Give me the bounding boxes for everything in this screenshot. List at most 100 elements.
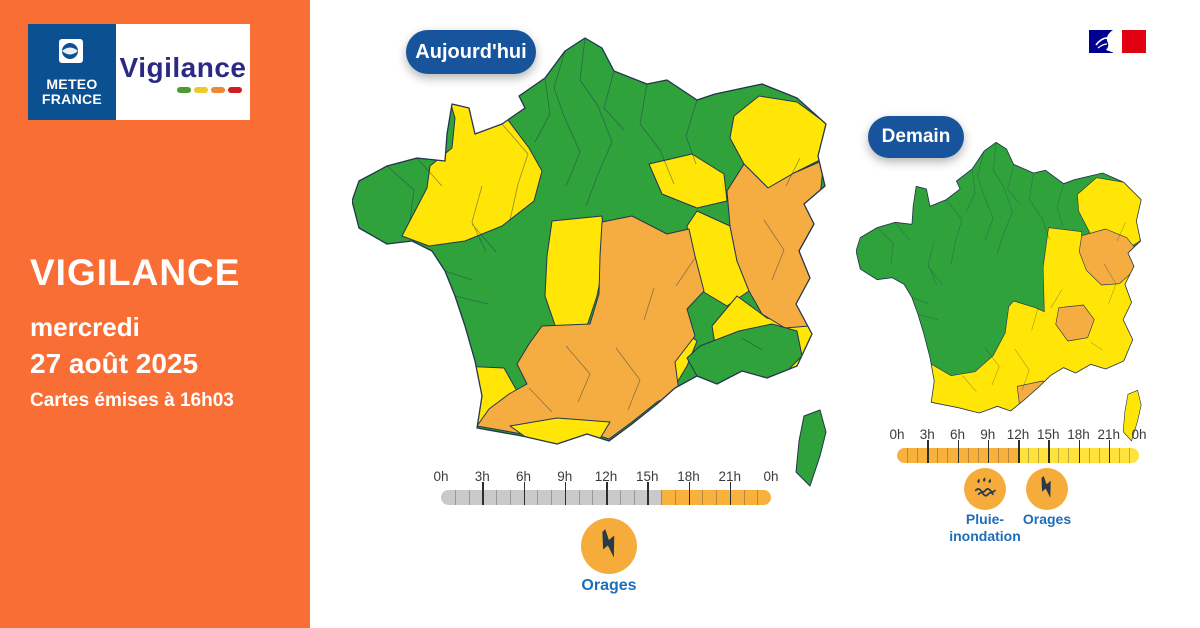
meteo-france-vigilance-logo: METEO FRANCE Vigilance (28, 24, 250, 120)
tomorrow-timeline: 0h 3h 6h 9h 12h 15h 18h 21h 0h (889, 427, 1147, 463)
phenomenon-label: Orages (581, 577, 637, 594)
timeline-tick-label: 15h (635, 469, 659, 484)
timeline-tick-label: 3h (919, 427, 935, 442)
timeline-minor-tick (1028, 448, 1030, 463)
timeline-tick-label: 9h (980, 427, 996, 442)
weekday-label: mercredi (30, 312, 140, 342)
corsica-today (795, 409, 827, 487)
timeline-tick-label: 12h (1006, 427, 1030, 442)
timeline-minor-tick (619, 490, 621, 505)
timeline-major-tick (482, 482, 484, 505)
timeline-minor-tick (1068, 448, 1070, 463)
timeline-minor-tick (633, 490, 635, 505)
vigilance-level-dash (227, 86, 242, 93)
timeline-tick-label: 18h (1067, 427, 1090, 442)
corsica-tomorrow (1122, 390, 1142, 442)
tomorrow-badge[interactable]: Demain (868, 116, 964, 158)
timeline-minor-tick (1058, 448, 1060, 463)
meteo-france-icon (57, 37, 87, 74)
timeline-minor-tick (592, 490, 594, 505)
timeline-tick-label: 12h (594, 469, 618, 484)
timeline-major-tick (647, 482, 649, 505)
timeline-tick-label: 3h (474, 469, 490, 484)
issued-time-label: Cartes émises à 16h03 (30, 390, 234, 411)
timeline-minor-tick (757, 490, 759, 505)
today-badge[interactable]: Aujourd'hui (406, 30, 536, 74)
timeline-minor-tick (947, 448, 949, 463)
date-label: 27 août 2025 (30, 348, 199, 379)
timeline-tick-labels: 0h 3h 6h 9h 12h 15h 18h 21h 0h (889, 427, 1146, 445)
thunder-icon (1035, 475, 1059, 504)
timeline-major-tick (688, 482, 690, 505)
timeline-minor-tick (1088, 448, 1090, 463)
timeline-minor-tick (1038, 448, 1040, 463)
timeline-major-tick (927, 440, 929, 463)
timeline-minor-tick (454, 490, 456, 505)
timeline-minor-tick (674, 490, 676, 505)
timeline-major-tick (1078, 440, 1080, 463)
timeline-tick-label: 0h (763, 469, 779, 484)
timeline-tick-label: 6h (949, 427, 966, 442)
timeline-major-tick (564, 482, 567, 505)
vigilance-wordmark: Vigilance (119, 51, 247, 83)
vigilance-level-dash (210, 86, 225, 93)
thunder-badge[interactable] (1026, 468, 1068, 510)
timeline-tick-label: 9h (557, 469, 573, 484)
france-map-today (352, 37, 827, 487)
meteo-france-logo-block: METEO FRANCE (28, 24, 116, 120)
vigilance-level-dash (193, 86, 208, 93)
timeline-minor-tick (496, 490, 497, 505)
sidebar: METEO FRANCE Vigilance VIGILANCE mercred… (0, 0, 310, 628)
timeline-minor-tick (578, 490, 580, 505)
timeline-major-tick (1048, 440, 1050, 463)
timeline-minor-tick (509, 490, 511, 505)
vigilance-level-dashes (176, 86, 242, 93)
timeline-tick-label: 6h (515, 469, 532, 484)
page-title: VIGILANCE (30, 252, 241, 293)
timeline-tick-label: 0h (433, 469, 449, 484)
rain-flood-icon (973, 475, 997, 504)
meteo-france-wordmark: METEO FRANCE (41, 76, 103, 107)
timeline-minor-tick (468, 490, 470, 505)
timeline-minor-tick (661, 490, 662, 505)
timeline-tick-label: 18h (677, 469, 700, 484)
france-map-tomorrow (856, 141, 1142, 442)
timeline-minor-tick (967, 448, 969, 463)
timeline-minor-tick (937, 448, 939, 463)
timeline-tick-label: 21h (1097, 427, 1121, 442)
timeline-tick-label: 15h (1036, 427, 1060, 442)
phenomenon-label: Pluie-inondation (949, 511, 1021, 544)
timeline-major-tick (729, 482, 732, 505)
timeline-minor-tick (1118, 448, 1120, 463)
timeline-minor-tick (702, 490, 704, 505)
timeline-major-tick (1108, 440, 1111, 463)
timeline-minor-tick (977, 448, 979, 463)
timeline-major-tick (957, 440, 959, 463)
timeline-minor-tick (917, 448, 919, 463)
thunder-badge[interactable] (581, 518, 637, 574)
timeline-minor-tick (551, 490, 552, 505)
timeline-major-tick (606, 482, 608, 505)
timeline-tick-label: 0h (1131, 427, 1147, 442)
timeline-minor-tick (716, 490, 717, 505)
phenomenon-label: Orages (1022, 511, 1072, 527)
french-government-flag-logo (1086, 24, 1150, 60)
timeline-major-tick (523, 482, 525, 505)
timeline-tick-label: 21h (718, 469, 742, 484)
timeline-tick-labels: 0h 3h 6h 9h 12h 15h 18h 21h 0h (433, 469, 778, 487)
thunder-icon (594, 528, 625, 564)
today-timeline: 0h 3h 6h 9h 12h 15h 18h 21h 0h (433, 469, 779, 505)
timeline-minor-tick (537, 490, 539, 505)
timeline-minor-tick (997, 448, 999, 463)
timeline-minor-tick (1128, 448, 1130, 463)
rain-flood-badge[interactable] (964, 468, 1006, 510)
timeline-minor-tick (907, 448, 909, 463)
timeline-minor-tick (743, 490, 745, 505)
vigilance-level-dash (176, 86, 191, 93)
timeline-major-tick (1018, 440, 1020, 463)
vigilance-logo-block: Vigilance (116, 24, 250, 120)
timeline-tick-label: 0h (889, 427, 905, 442)
timeline-minor-tick (1007, 448, 1009, 463)
timeline-minor-tick (1098, 448, 1100, 463)
